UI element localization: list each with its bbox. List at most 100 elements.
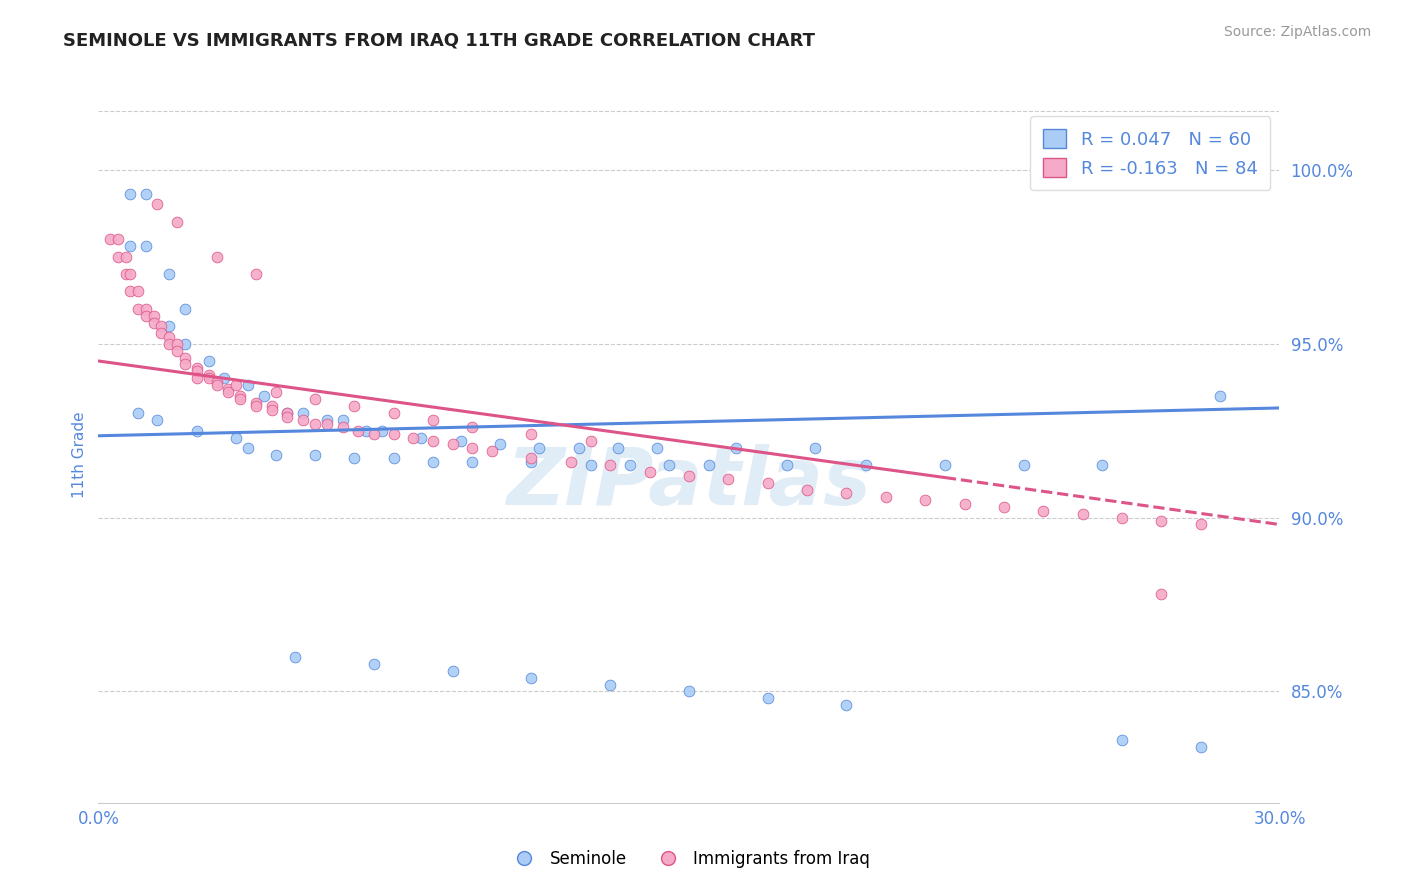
Point bbox=[225, 430, 247, 444]
Point bbox=[264, 448, 287, 462]
Point bbox=[174, 336, 197, 351]
Point bbox=[229, 389, 252, 403]
Point bbox=[115, 267, 138, 281]
Point bbox=[107, 232, 129, 246]
Point bbox=[304, 448, 326, 462]
Point bbox=[450, 434, 472, 448]
Point bbox=[579, 458, 602, 473]
Point bbox=[157, 267, 180, 281]
Point bbox=[697, 458, 720, 473]
Point bbox=[174, 301, 197, 316]
Point bbox=[332, 413, 354, 427]
Point bbox=[236, 378, 259, 392]
Point bbox=[118, 239, 141, 253]
Point bbox=[186, 424, 208, 438]
Point bbox=[1189, 517, 1212, 532]
Point bbox=[382, 451, 405, 466]
Text: ZIPatlas: ZIPatlas bbox=[506, 443, 872, 522]
Point bbox=[1209, 389, 1232, 403]
Point bbox=[1071, 507, 1094, 521]
Point bbox=[150, 319, 173, 334]
Point bbox=[135, 186, 157, 201]
Point bbox=[875, 490, 897, 504]
Point bbox=[174, 358, 197, 372]
Point bbox=[914, 493, 936, 508]
Point bbox=[441, 437, 464, 451]
Y-axis label: 11th Grade: 11th Grade bbox=[72, 411, 87, 499]
Point bbox=[264, 385, 287, 400]
Point bbox=[461, 441, 484, 455]
Point bbox=[568, 441, 591, 455]
Point bbox=[166, 343, 188, 358]
Point bbox=[835, 698, 858, 713]
Point bbox=[1012, 458, 1035, 473]
Point bbox=[678, 684, 700, 698]
Point bbox=[245, 399, 267, 413]
Point bbox=[186, 371, 208, 385]
Point bbox=[284, 649, 307, 664]
Point bbox=[118, 186, 141, 201]
Point bbox=[343, 451, 366, 466]
Point bbox=[186, 360, 208, 375]
Point bbox=[441, 664, 464, 678]
Point bbox=[717, 472, 740, 486]
Point bbox=[1150, 587, 1173, 601]
Point bbox=[214, 371, 236, 385]
Point bbox=[205, 375, 228, 389]
Point bbox=[1189, 740, 1212, 755]
Legend: Seminole, Immigrants from Iraq: Seminole, Immigrants from Iraq bbox=[501, 843, 877, 874]
Point bbox=[804, 441, 827, 455]
Point bbox=[146, 197, 169, 211]
Point bbox=[205, 378, 228, 392]
Point bbox=[236, 441, 259, 455]
Point bbox=[197, 371, 219, 385]
Point bbox=[855, 458, 877, 473]
Point bbox=[142, 309, 165, 323]
Point bbox=[422, 434, 444, 448]
Point bbox=[520, 427, 543, 442]
Point bbox=[127, 285, 149, 299]
Point bbox=[276, 406, 298, 420]
Point bbox=[118, 285, 141, 299]
Point bbox=[98, 232, 121, 246]
Point bbox=[599, 458, 621, 473]
Text: SEMINOLE VS IMMIGRANTS FROM IRAQ 11TH GRADE CORRELATION CHART: SEMINOLE VS IMMIGRANTS FROM IRAQ 11TH GR… bbox=[63, 31, 815, 49]
Point bbox=[260, 399, 283, 413]
Point bbox=[382, 406, 405, 420]
Point bbox=[166, 215, 188, 229]
Point bbox=[461, 455, 484, 469]
Point bbox=[354, 424, 377, 438]
Point bbox=[157, 319, 180, 334]
Point bbox=[253, 389, 276, 403]
Point bbox=[146, 413, 169, 427]
Point bbox=[658, 458, 681, 473]
Point bbox=[174, 351, 197, 365]
Point bbox=[382, 427, 405, 442]
Point bbox=[560, 455, 582, 469]
Point bbox=[756, 475, 779, 490]
Point bbox=[135, 301, 157, 316]
Point bbox=[245, 395, 267, 409]
Point bbox=[347, 424, 370, 438]
Point bbox=[229, 392, 252, 407]
Point bbox=[422, 413, 444, 427]
Point bbox=[142, 316, 165, 330]
Point bbox=[304, 417, 326, 431]
Point bbox=[363, 427, 385, 442]
Point bbox=[186, 364, 208, 378]
Point bbox=[127, 301, 149, 316]
Point bbox=[953, 497, 976, 511]
Point bbox=[292, 406, 315, 420]
Point bbox=[260, 402, 283, 417]
Point bbox=[245, 267, 267, 281]
Point bbox=[647, 441, 669, 455]
Point bbox=[1150, 514, 1173, 528]
Point bbox=[756, 691, 779, 706]
Point bbox=[197, 368, 219, 382]
Point bbox=[678, 468, 700, 483]
Point bbox=[118, 267, 141, 281]
Point bbox=[529, 441, 551, 455]
Point bbox=[489, 437, 512, 451]
Point bbox=[332, 420, 354, 434]
Point bbox=[481, 444, 503, 458]
